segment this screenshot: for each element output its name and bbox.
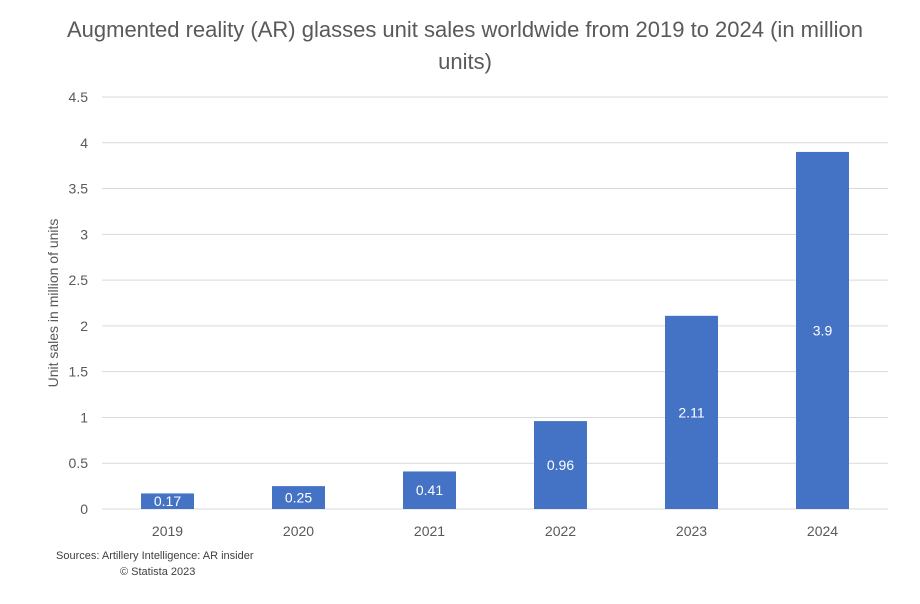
y-axis-ticks: 0 0.5 1 1.5 2 2.5 3 3.5 4 4.5 [69,89,89,517]
x-tick-label: 2020 [283,523,314,539]
y-tick-label: 4.5 [69,89,89,105]
bars [141,151,849,509]
y-tick-label: 1.5 [69,364,89,380]
bar-2024 [796,151,849,509]
x-tick-label: 2022 [545,523,576,539]
chart-title: Augmented reality (AR) glasses unit sale… [66,17,864,74]
x-tick-label: 2019 [152,523,183,539]
bar-2022 [534,421,587,509]
copyright-text: © Statista 2023 [120,566,196,578]
y-tick-label: 2 [80,318,88,334]
bar-2023 [665,315,718,509]
y-tick-label: 1 [80,409,88,425]
data-label-2023: 2.11 [678,404,704,420]
y-tick-label: 0 [80,501,88,517]
y-axis-label: Unit sales in million of units [45,219,61,388]
gridlines [102,96,888,510]
y-tick-label: 0.5 [69,455,89,471]
y-tick-label: 4 [80,135,88,151]
bar-2021 [403,471,456,509]
source-note: Sources: Artillery Intelligence: AR insi… [56,548,253,580]
y-tick-label: 2.5 [69,272,89,288]
x-axis-ticks: 2019 2020 2021 2022 2023 2024 [152,523,838,539]
data-labels: 0.17 0.25 0.41 0.96 2.11 3.9 [154,322,833,509]
x-tick-label: 2023 [676,523,707,539]
y-tick-label: 3 [80,226,88,242]
y-tick-label: 3.5 [69,181,89,197]
x-tick-label: 2021 [414,523,445,539]
source-text: Sources: Artillery Intelligence: AR insi… [56,550,254,562]
data-label-2021: 0.41 [416,482,443,498]
data-label-2022: 0.96 [547,457,574,473]
data-label-2019: 0.17 [154,493,181,509]
bar-2020 [272,486,325,509]
data-label-2020: 0.25 [285,490,312,506]
x-tick-label: 2024 [807,523,838,539]
data-label-2024: 3.9 [813,322,833,338]
bar-2019 [141,493,194,509]
